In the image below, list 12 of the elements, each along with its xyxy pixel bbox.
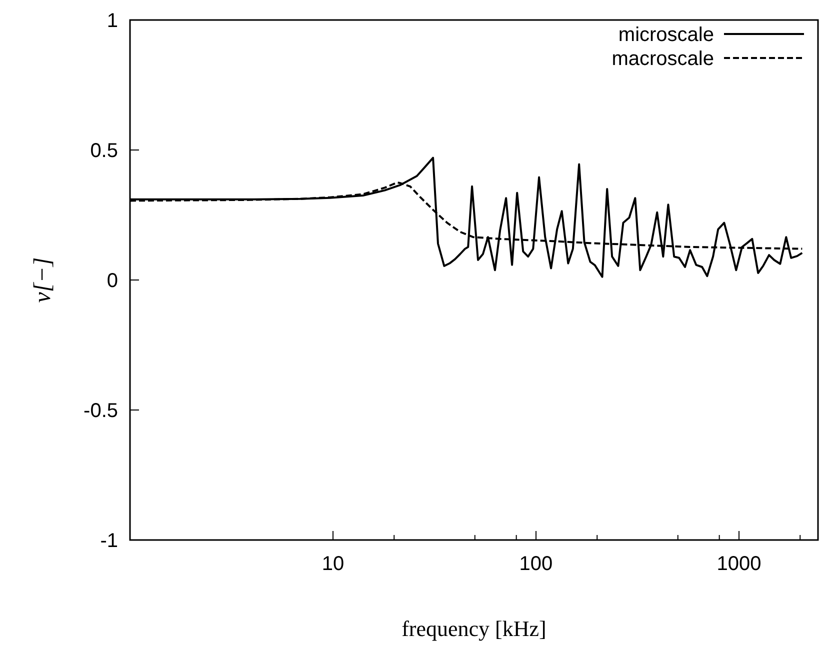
y-tick-label: 0.5 [90, 140, 118, 162]
x-tick-label: 1000 [716, 553, 762, 575]
y-tick-label: -1 [100, 530, 118, 552]
legend-label: macroscale [612, 48, 714, 70]
x-axis-title: frequency [kHz] [402, 616, 546, 641]
y-tick-label: -0.5 [84, 400, 118, 422]
y-tick-label: 1 [106, 10, 118, 32]
x-tick-label: 100 [519, 553, 553, 575]
y-axis-title: ν[−] [30, 257, 56, 303]
legend-label: microscale [618, 24, 714, 46]
x-tick-label: 10 [322, 553, 344, 575]
y-tick-label: 0 [106, 270, 118, 292]
